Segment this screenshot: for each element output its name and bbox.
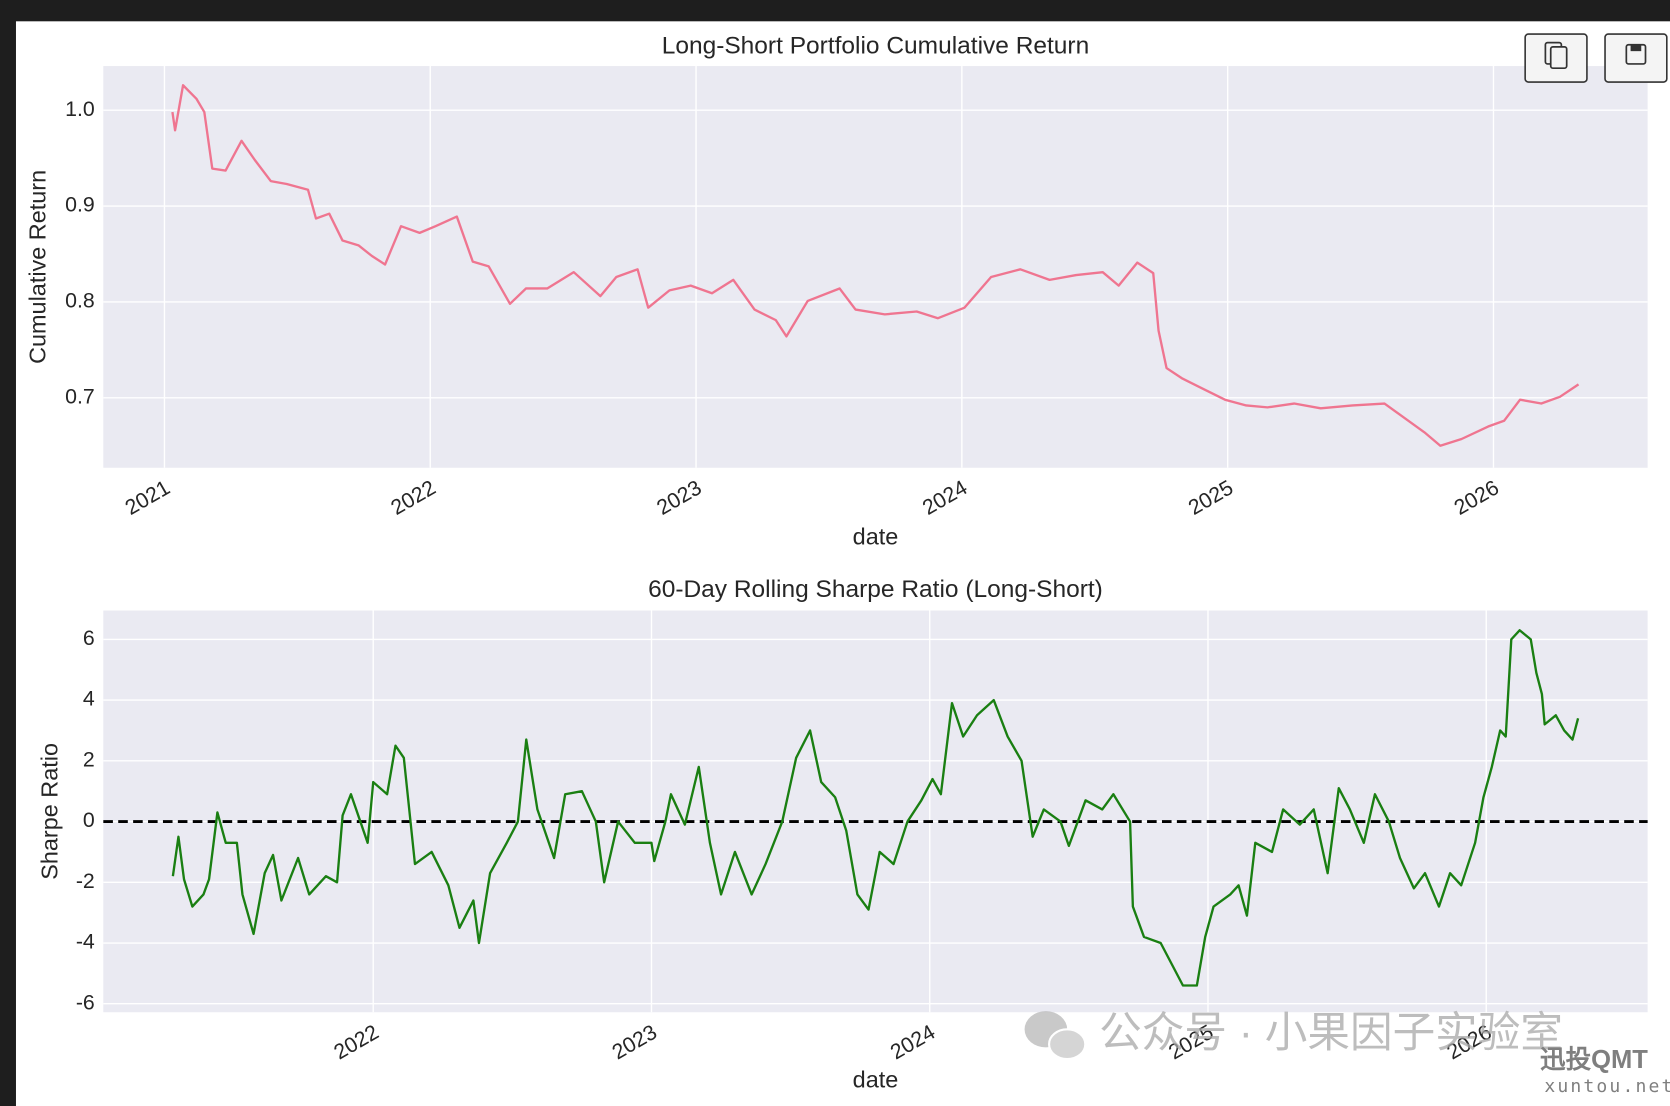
plot-area: [103, 610, 1648, 1013]
y-tick-label: -4: [76, 930, 95, 954]
copy-icon: [1549, 46, 1568, 70]
watermark-logo: 迅投QMT: [1540, 1045, 1648, 1074]
copy-button[interactable]: [1524, 33, 1588, 83]
y-tick-label: 0.9: [65, 193, 95, 217]
y-tick-label: 0.8: [65, 289, 95, 313]
plot-area: [103, 66, 1648, 468]
y-axis-label: Sharpe Ratio: [36, 743, 62, 880]
save-button[interactable]: [1604, 33, 1668, 83]
y-tick-label: -6: [76, 990, 95, 1014]
y-tick-label: 2: [83, 747, 95, 771]
y-tick-label: 0: [83, 808, 95, 832]
watermark-url: xuntou.net: [1544, 1076, 1670, 1097]
charts: 2021 2022 2023 2024 2025 20260.70.80.91.0Long…: [25, 32, 1648, 1093]
save-icon: [1630, 44, 1642, 52]
wechat-icon: [1048, 1028, 1087, 1061]
button-frame[interactable]: [1604, 33, 1668, 83]
data-line: [171, 84, 1580, 447]
x-axis-label: date: [853, 1067, 899, 1093]
y-tick-label: 6: [83, 626, 95, 650]
chart-title: Long-Short Portfolio Cumulative Return: [662, 32, 1090, 59]
y-axis-label: Cumulative Return: [25, 170, 51, 364]
y-tick-label: 4: [83, 687, 95, 711]
y-tick-label: -2: [76, 869, 95, 893]
x-axis-label: date: [853, 523, 899, 549]
watermark-text: 公众号 · 小果因子实验室: [1099, 1009, 1563, 1057]
data-line: [171, 629, 1580, 987]
y-tick-label: 1.0: [65, 97, 95, 121]
chart-title: 60-Day Rolling Sharpe Ratio (Long-Short): [648, 576, 1103, 603]
watermark: 公众号 · 小果因子实验室 迅投QMT xuntou.net: [1024, 1009, 1670, 1097]
y-tick-label: 0.7: [65, 384, 95, 408]
